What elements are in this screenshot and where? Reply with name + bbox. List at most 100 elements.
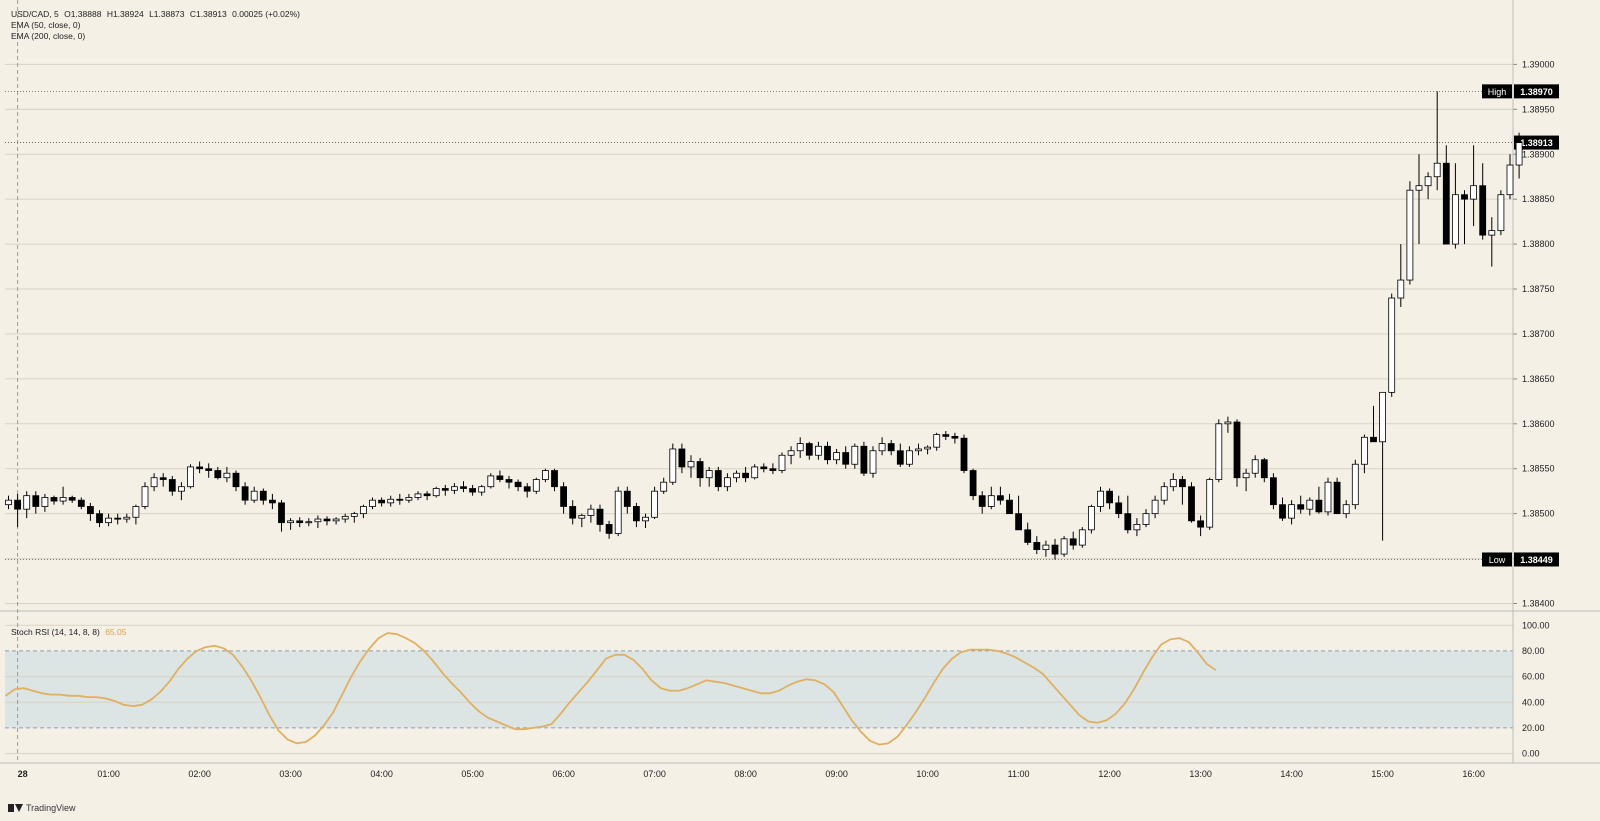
candle-body (332, 518, 340, 522)
candle-body (1179, 479, 1186, 488)
tradingview-brand[interactable]: TradingView (26, 803, 76, 813)
price-tick-label: 1.38800 (1522, 239, 1555, 249)
marker-value: 1.38449 (1520, 555, 1553, 565)
close-value: C1.38913 (189, 9, 227, 19)
candle-body (1433, 162, 1441, 178)
marker-value: 1.38970 (1520, 87, 1553, 97)
candle-body (1297, 504, 1305, 510)
candle-body (1279, 504, 1286, 519)
high-value: H1.38924 (106, 9, 144, 19)
symbol-label[interactable]: USD/CAD, 5 (11, 9, 59, 19)
candle-body (505, 479, 513, 483)
candle-body (997, 495, 1004, 501)
candle-body (396, 498, 404, 501)
candle-body (1142, 513, 1150, 525)
ema50-legend[interactable]: EMA (50, close, 0) (11, 20, 81, 30)
candle-body (1097, 490, 1104, 507)
price-tick-label: 1.39000 (1522, 59, 1555, 69)
candle-body (769, 468, 777, 471)
candle-body (978, 495, 986, 507)
candle-body (460, 486, 467, 489)
candle-body (614, 490, 622, 534)
candle-body (268, 499, 276, 504)
candle-body (1442, 162, 1450, 245)
candle-body (605, 524, 613, 534)
time-tick-label: 10:00 (916, 769, 939, 779)
stoch-tick-label: 60.00 (1522, 672, 1545, 682)
candle-body (842, 452, 850, 465)
candle-body (414, 493, 422, 498)
candle-body (1078, 529, 1086, 546)
candle-body (1270, 477, 1277, 506)
candle-body (733, 472, 740, 479)
candle-body (68, 497, 76, 501)
price-tick-label: 1.38550 (1522, 464, 1555, 474)
candle-body (542, 470, 549, 480)
candle-body (423, 493, 431, 497)
footer: TradingView (8, 803, 76, 813)
marker-value-box (1514, 135, 1559, 150)
time-tick-label: 15:00 (1371, 769, 1394, 779)
candle-body (159, 477, 167, 480)
price-tick-label: 1.38750 (1522, 284, 1555, 294)
candle-body (1288, 504, 1295, 519)
price-tick-label: 1.38950 (1522, 104, 1555, 114)
candle-body (596, 508, 604, 525)
price-tick-label: 1.38600 (1522, 419, 1555, 429)
candle-body (432, 488, 440, 497)
candle-body (669, 448, 677, 483)
candle-body (5, 499, 12, 506)
candle-body (1479, 185, 1487, 236)
candle-body (1151, 499, 1159, 515)
candle-body (1006, 499, 1013, 515)
candle-body (1506, 164, 1514, 196)
candle-body (896, 450, 904, 465)
candle-body (532, 479, 540, 492)
candle-body (815, 445, 822, 456)
marker-value-box (1514, 84, 1559, 99)
time-tick-label: 05:00 (461, 769, 484, 779)
stoch-tick-label: 40.00 (1522, 697, 1545, 707)
candle-body (1342, 504, 1350, 515)
change-value: 0.00025 (+0.02%) (232, 9, 300, 19)
candle-body (805, 443, 813, 456)
candle-body (1242, 472, 1250, 479)
candle-body (705, 470, 713, 479)
candle-body (223, 472, 231, 479)
candle-body (150, 477, 158, 488)
candle-body (1370, 436, 1377, 443)
candle-body (514, 481, 522, 488)
candle-body (1051, 544, 1059, 555)
candle-body (887, 443, 895, 452)
low-value: L1.38873 (149, 9, 185, 19)
stoch-rsi-legend[interactable]: Stoch RSI (14, 14, 8, 8) 65.05 (11, 627, 129, 637)
marker-label: Low (1489, 555, 1506, 565)
candle-body (1024, 529, 1032, 543)
stoch-tick-label: 0.00 (1522, 749, 1540, 759)
candle-body (1042, 544, 1050, 550)
candle-body (478, 486, 486, 493)
candle-body (296, 520, 304, 524)
candle-body (1333, 481, 1341, 515)
candle-body (387, 498, 395, 504)
candle-body (1215, 423, 1223, 480)
candle-body (287, 520, 295, 524)
candle-body (1452, 194, 1459, 245)
time-tick-label: 07:00 (643, 769, 666, 779)
candle-body (587, 508, 595, 516)
candle-body (642, 516, 649, 522)
candle-body (1206, 479, 1214, 528)
candle-body (824, 445, 831, 461)
stoch-tick-label: 80.00 (1522, 646, 1545, 656)
marker-label-box (1482, 552, 1512, 567)
candle-body (1106, 490, 1113, 504)
time-tick-label: 06:00 (552, 769, 575, 779)
candle-body (787, 450, 795, 456)
ema200-legend[interactable]: EMA (200, close, 0) (11, 31, 86, 41)
candle-body (32, 495, 40, 507)
candle-body (687, 461, 695, 468)
candle-body (924, 446, 931, 450)
stoch-rsi-value: 65.05 (105, 627, 127, 637)
candle-body (1033, 542, 1041, 550)
